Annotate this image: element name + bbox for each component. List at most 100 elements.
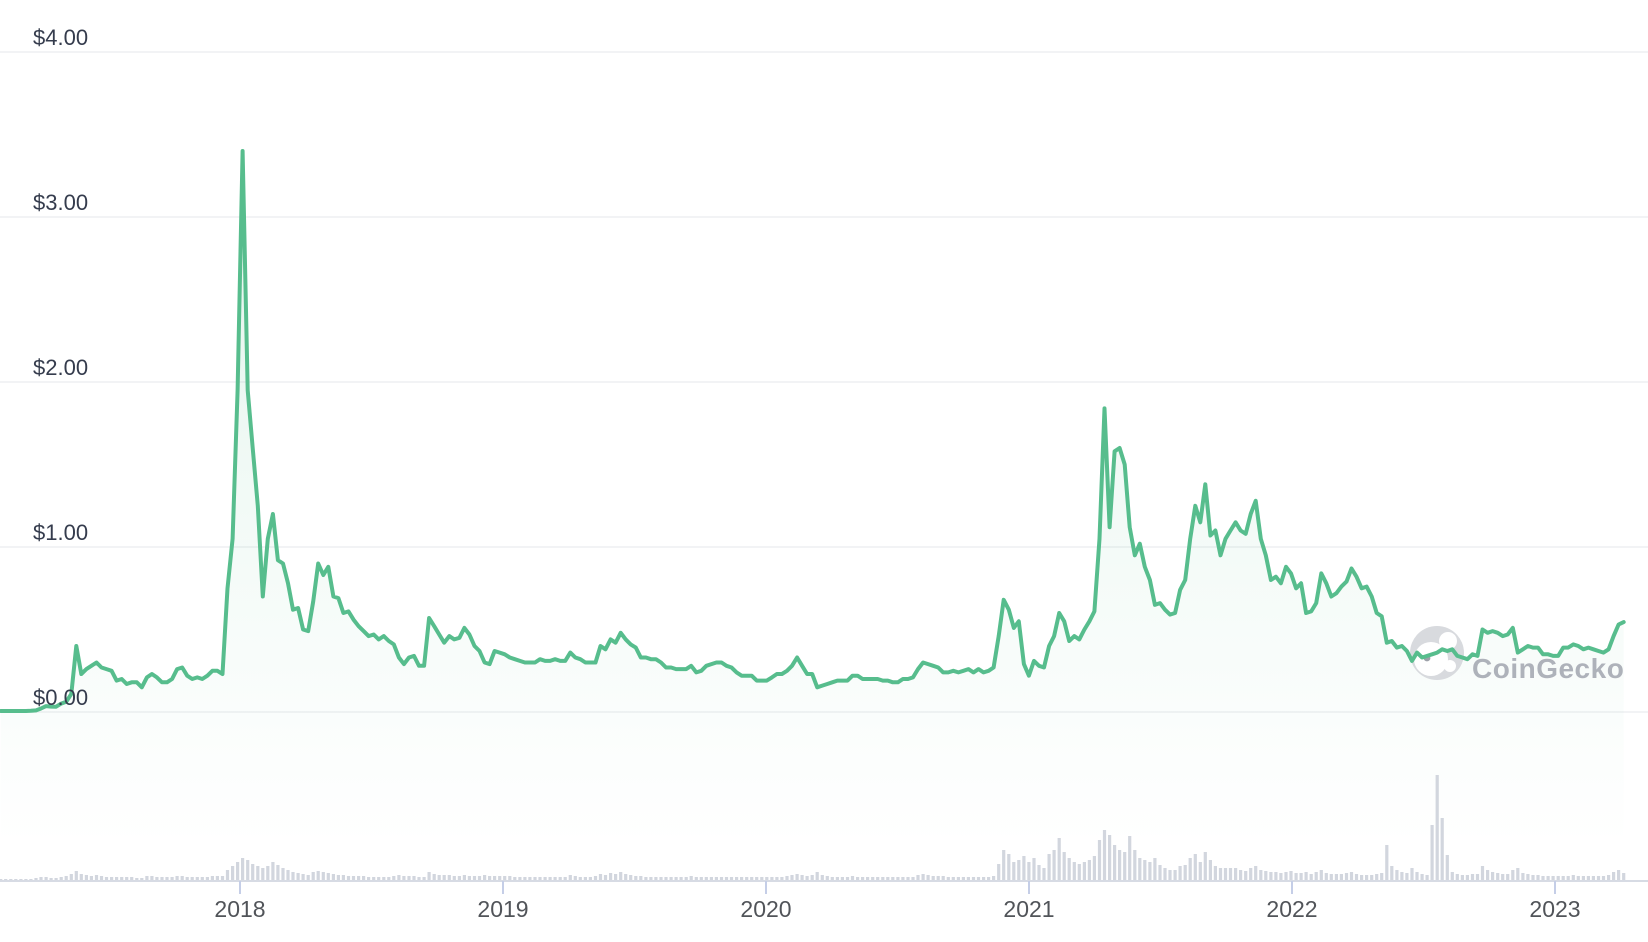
volume-bar (1400, 872, 1404, 880)
volume-bar (936, 876, 940, 880)
volume-bar (976, 877, 981, 880)
volume-bar (1208, 860, 1212, 880)
volume-bar (1415, 872, 1419, 880)
volume-bar (558, 877, 562, 880)
volume-bar (740, 877, 744, 880)
volume-bar (654, 877, 658, 880)
volume-bar (236, 862, 240, 880)
volume-bar (518, 877, 522, 880)
volume-bar (548, 877, 552, 880)
volume-bar (1259, 870, 1263, 880)
volume-bar (316, 871, 320, 880)
volume-bar (901, 877, 905, 880)
volume-bar (1178, 866, 1182, 880)
volume-bar (750, 877, 754, 880)
volume-bar (956, 877, 960, 880)
volume-bar (533, 877, 537, 880)
volume-bar (1218, 868, 1223, 880)
volume-bar (906, 877, 910, 880)
volume-bar (830, 877, 834, 880)
volume-bar (1425, 875, 1429, 880)
volume-bar (0, 879, 3, 880)
volume-bar (735, 877, 739, 880)
volume-bar (659, 877, 663, 880)
volume-bar (452, 876, 456, 880)
volume-bar (99, 876, 104, 880)
volume-bar (422, 877, 426, 880)
volume-bar (1188, 858, 1192, 880)
volume-bar (1465, 875, 1469, 880)
volume-bar (568, 875, 572, 880)
volume-bar (1213, 866, 1217, 880)
volume-bar (699, 877, 703, 880)
volume-bar (1128, 836, 1132, 880)
volume-bar (634, 876, 638, 880)
volume-bar (326, 873, 330, 880)
volume-bar (866, 877, 870, 880)
volume-bar (971, 877, 976, 880)
volume-bar (609, 873, 613, 880)
volume-bar (876, 877, 880, 880)
volume-bar (336, 875, 340, 880)
volume-bar (34, 878, 38, 880)
volume-bar (331, 874, 335, 880)
volume-bar (1450, 872, 1454, 880)
volume-bar (291, 872, 295, 880)
x-axis: 2018 2019 2020 2021 2022 2023 (0, 880, 1648, 922)
volume-bar (1198, 862, 1202, 880)
volume-bar (1617, 870, 1621, 880)
volume-bar (457, 876, 461, 880)
volume-bar (89, 876, 93, 880)
volume-bar (845, 877, 850, 880)
volume-bar (4, 879, 8, 880)
volume-bar (881, 877, 885, 880)
volume-bar (926, 875, 930, 880)
volume-bar (1561, 876, 1565, 880)
volume-bar (84, 875, 88, 880)
volume-bar (1566, 876, 1570, 880)
volume-bar (1319, 870, 1323, 880)
volume-bar (1239, 870, 1243, 880)
volume-bar (392, 876, 396, 880)
volume-bar (1586, 876, 1590, 880)
volume-bar (79, 874, 83, 880)
volume-bar (1087, 860, 1091, 880)
coingecko-watermark: CoinGecko (1410, 626, 1624, 684)
volume-bar (704, 877, 708, 880)
volume-bar (810, 875, 814, 880)
volume-bar (1254, 866, 1258, 880)
volume-bar (1289, 871, 1293, 880)
volume-bar (1531, 875, 1535, 880)
volume-bar (246, 860, 250, 880)
volume-bar (1470, 874, 1475, 880)
volume-bar (296, 873, 300, 880)
volume-bar (1244, 871, 1248, 880)
volume-bar (745, 877, 749, 880)
volume-bar (563, 877, 567, 880)
volume-bar (125, 877, 129, 880)
volume-bar (886, 877, 890, 880)
volume-bar (785, 876, 789, 880)
volume-bar (120, 877, 124, 880)
volume-bar (1370, 875, 1374, 880)
volume-bar (1108, 835, 1112, 880)
volume-bar (271, 862, 275, 880)
volume-bar (1591, 876, 1595, 880)
volume-bar (311, 872, 315, 880)
volume-bar (820, 875, 824, 880)
volume-bar (679, 877, 683, 880)
volume-bar (1622, 873, 1626, 880)
volume-bar (1158, 865, 1162, 880)
y-axis: $0.00 $1.00 $2.00 $3.00 $4.00 (33, 25, 88, 710)
volume-bar (286, 870, 290, 880)
volume-bar (1228, 868, 1233, 880)
volume-bar (1168, 870, 1172, 880)
volume-bar (1486, 870, 1490, 880)
volume-bar (578, 877, 582, 880)
volume-bar (724, 877, 729, 880)
volume-bar (553, 877, 557, 880)
volume-bar (669, 877, 673, 880)
volume-bar (523, 877, 527, 880)
